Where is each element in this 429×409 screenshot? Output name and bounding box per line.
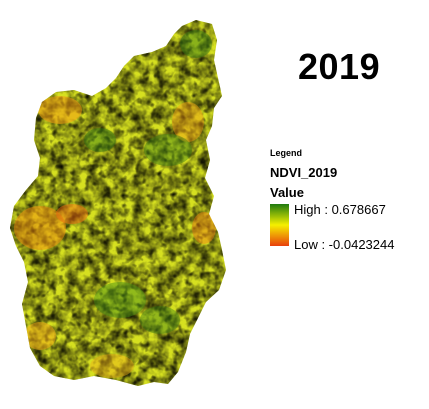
district-raster (10, 20, 226, 386)
legend-low-label: Low : -0.0423244 (294, 237, 395, 252)
legend-layer-name: NDVI_2019 (270, 165, 338, 180)
legend-heading: Legend (270, 148, 303, 158)
map-year-title: 2019 (298, 46, 381, 87)
legend-field-label: Value (270, 185, 304, 200)
legend-high-label: High : 0.678667 (294, 202, 386, 217)
legend-color-ramp (270, 204, 289, 246)
